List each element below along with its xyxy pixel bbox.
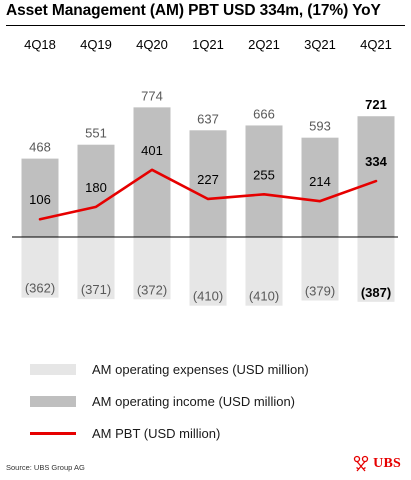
ubs-logo: UBS	[351, 455, 401, 473]
income-bar	[301, 137, 339, 237]
pbt-value-label: 214	[309, 174, 331, 189]
income-value-label: 666	[253, 106, 275, 121]
expense-bar	[357, 237, 395, 302]
income-bar	[133, 107, 171, 237]
income-value-label: 721	[365, 97, 387, 112]
pbt-value-label: 255	[253, 167, 275, 182]
category-label: 4Q21	[360, 37, 392, 52]
title-rule	[6, 25, 405, 26]
income-bar	[77, 144, 115, 237]
value-labels: 468 551 774 637 666 593 721 (362) (371) (372) (410…	[25, 88, 391, 303]
income-bar	[245, 125, 283, 237]
pbt-value-label: 227	[197, 172, 219, 187]
income-bar	[357, 116, 395, 237]
legend-swatch-income	[30, 395, 76, 407]
category-label: 1Q21	[192, 37, 224, 52]
income-bar	[21, 158, 59, 237]
legend-item-expenses: AM operating expenses (USD million)	[30, 353, 309, 385]
legend-item-income: AM operating income (USD million)	[30, 385, 309, 417]
pbt-series-line	[38, 168, 378, 221]
pbt-value-label: 180	[85, 180, 107, 195]
income-value-label: 593	[309, 119, 331, 134]
income-value-label: 551	[85, 126, 107, 141]
category-labels: 4Q18 4Q19 4Q20 1Q21 2Q21 3Q21 4Q21	[24, 37, 392, 52]
logo-wordmark: UBS	[373, 456, 401, 471]
legend-swatch-expenses	[30, 363, 76, 375]
income-bars	[21, 107, 395, 237]
income-value-label: 637	[197, 111, 219, 126]
source-note: Source: UBS Group AG	[6, 463, 85, 472]
legend-item-pbt: AM PBT (USD million)	[30, 417, 309, 449]
pbt-line	[38, 168, 378, 221]
pbt-value-label: 334	[365, 154, 387, 169]
expense-bar	[21, 237, 59, 298]
expense-bar	[77, 237, 115, 300]
category-label: 2Q21	[248, 37, 280, 52]
expense-bar	[245, 237, 283, 306]
expense-bar	[301, 237, 339, 301]
legend-label-expenses: AM operating expenses (USD million)	[92, 361, 309, 377]
expense-bar	[189, 237, 227, 306]
expense-value-label: (410)	[249, 289, 279, 304]
income-bar	[189, 130, 227, 237]
income-value-label: 774	[141, 88, 163, 103]
expense-value-label: (410)	[193, 289, 223, 304]
expense-value-label: (379)	[305, 283, 335, 298]
category-label: 3Q21	[304, 37, 336, 52]
chart: 4Q18 4Q19 4Q20 1Q21 2Q21 3Q21 4Q21 468 551 774 63…	[12, 37, 398, 306]
category-label: 4Q19	[80, 37, 112, 52]
legend-swatch-pbt	[30, 431, 76, 435]
expense-value-label: (371)	[81, 282, 111, 297]
legend: AM operating expenses (USD million) AM o…	[30, 353, 309, 449]
pbt-value-label: 401	[141, 143, 163, 158]
expense-value-label: (372)	[137, 282, 167, 297]
category-label: 4Q18	[24, 37, 56, 52]
income-value-label: 468	[29, 140, 51, 155]
expense-value-label: (387)	[361, 285, 391, 300]
expense-bar	[133, 237, 171, 300]
category-label: 4Q20	[136, 37, 168, 52]
legend-label-pbt: AM PBT (USD million)	[92, 425, 221, 441]
keys-icon	[354, 455, 369, 472]
chart-title: Asset Management (AM) PBT USD 334m, (17%…	[6, 2, 381, 19]
legend-label-income: AM operating income (USD million)	[92, 393, 296, 409]
expense-bars	[21, 237, 395, 306]
expense-value-label: (362)	[25, 281, 55, 296]
pbt-value-label: 106	[29, 192, 51, 207]
